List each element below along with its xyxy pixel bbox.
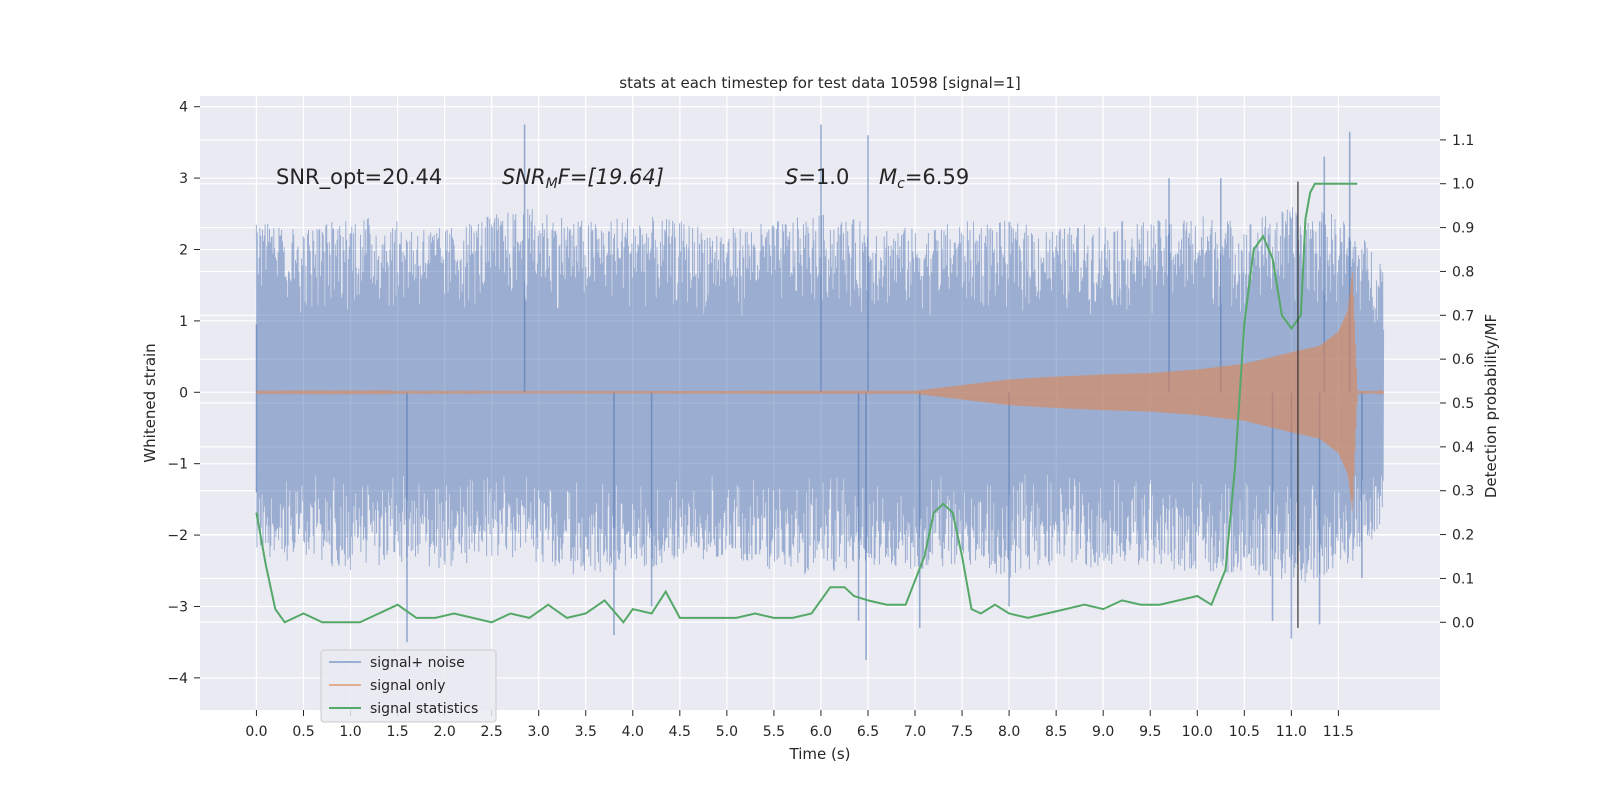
annotation-snr-mf-symbol: SNR [502, 165, 546, 189]
x-tick-label: 8.5 [1045, 724, 1067, 740]
signal-only-line [255, 272, 1385, 511]
y2-axis-label: Detection probability/MF [1482, 314, 1500, 498]
x-tick-label: 9.0 [1092, 724, 1114, 740]
legend-label-signal-noise: signal+ noise [370, 655, 465, 671]
x-tick-label: 0.5 [292, 724, 314, 740]
y-axis-right: 1.1 1.0 0.9 0.8 0.7 0.6 0.5 0.4 0.3 0.2 0.1 0.0 [1440, 133, 1474, 631]
x-tick-label: 3.5 [575, 724, 597, 740]
y-tick-label: −2 [167, 528, 188, 544]
signal-statistics-line [255, 182, 1358, 624]
annotations: SNR_opt=20.44 SNRMF=[19.64] S=1.0 Mc=6.5… [276, 165, 969, 192]
annotation-mc-subscript: c [897, 176, 905, 192]
x-tick-label: 7.0 [904, 724, 926, 740]
x-tick-label: 7.5 [951, 724, 973, 740]
y2-tick-label: 0.6 [1452, 352, 1474, 368]
y-axis-left: 4 3 2 1 0 −1 −2 −3 −4 [167, 100, 200, 687]
y2-tick-label: 0.2 [1452, 528, 1474, 544]
x-tick-label: 1.5 [386, 724, 408, 740]
y2-tick-label: 1.1 [1452, 133, 1474, 149]
x-tick-label: 0.0 [245, 724, 267, 740]
chart-title: stats at each timestep for test data 105… [619, 74, 1020, 92]
x-tick-label: 2.5 [481, 724, 503, 740]
x-tick-label: 4.5 [669, 724, 691, 740]
x-tick-label: 3.0 [528, 724, 550, 740]
x-axis: 0.0 0.5 1.0 1.5 2.0 2.5 3.0 3.5 4.0 4.5 5.0 5.5 6.0 6… [245, 710, 1354, 740]
y2-tick-label: 0.8 [1452, 264, 1474, 280]
y-axis-label: Whitened strain [141, 343, 159, 462]
y2-tick-label: 0.3 [1452, 484, 1474, 500]
x-tick-label: 6.0 [810, 724, 832, 740]
annotation-s-value: =1.0 [798, 165, 849, 189]
x-tick-label: 10.5 [1229, 724, 1260, 740]
y-tick-label: 4 [179, 100, 188, 116]
x-tick-label: 6.5 [857, 724, 879, 740]
y-tick-label: −1 [167, 457, 188, 473]
y2-tick-label: 0.1 [1452, 571, 1474, 587]
y-tick-label: −3 [167, 599, 188, 615]
annotation-snr-opt: SNR_opt=20.44 [276, 165, 442, 190]
x-tick-label: 10.0 [1182, 724, 1213, 740]
x-axis-label: Time (s) [789, 745, 851, 763]
x-tick-label: 5.5 [763, 724, 785, 740]
y-tick-label: 3 [179, 171, 188, 187]
x-tick-label: 8.0 [998, 724, 1020, 740]
signal-noise-line [255, 206, 1385, 583]
y2-tick-label: 0.4 [1452, 440, 1474, 456]
annotation-snr-mf-value: F=[19.64] [558, 165, 664, 189]
y-tick-label: 1 [179, 314, 188, 330]
legend-box [320, 649, 497, 723]
x-tick-label: 4.0 [622, 724, 644, 740]
legend: signal+ noise signal only signal statist… [320, 649, 497, 723]
x-tick-label: 9.5 [1139, 724, 1161, 740]
signal-only-series [255, 272, 1385, 511]
x-tick-label: 1.0 [339, 724, 361, 740]
x-tick-label: 11.5 [1323, 724, 1354, 740]
annotation-mc: Mc=6.59 [879, 165, 969, 192]
y-tick-label: 2 [179, 243, 188, 259]
y2-tick-label: 0.0 [1452, 615, 1474, 631]
y-tick-label: 0 [179, 385, 188, 401]
x-tick-label: 11.0 [1276, 724, 1307, 740]
annotation-snr-mf: SNRMF=[19.64] [502, 165, 664, 192]
legend-label-signal-only: signal only [370, 678, 445, 694]
annotation-snr-mf-subscript: M [546, 176, 558, 192]
x-tick-label: 2.0 [433, 724, 455, 740]
signal-statistics-series [255, 182, 1358, 624]
y2-tick-label: 0.7 [1452, 308, 1474, 324]
y2-tick-label: 0.5 [1452, 396, 1474, 412]
y2-tick-label: 1.0 [1452, 177, 1474, 193]
legend-label-signal-statistics: signal statistics [370, 701, 478, 717]
y-tick-label: −4 [167, 671, 188, 687]
y2-tick-label: 0.9 [1452, 221, 1474, 237]
annotation-s: S=1.0 [785, 165, 849, 189]
x-tick-label: 5.0 [716, 724, 738, 740]
annotation-s-symbol: S [785, 165, 798, 189]
annotation-mc-symbol: M [879, 165, 897, 189]
annotation-mc-value: =6.59 [905, 165, 969, 189]
